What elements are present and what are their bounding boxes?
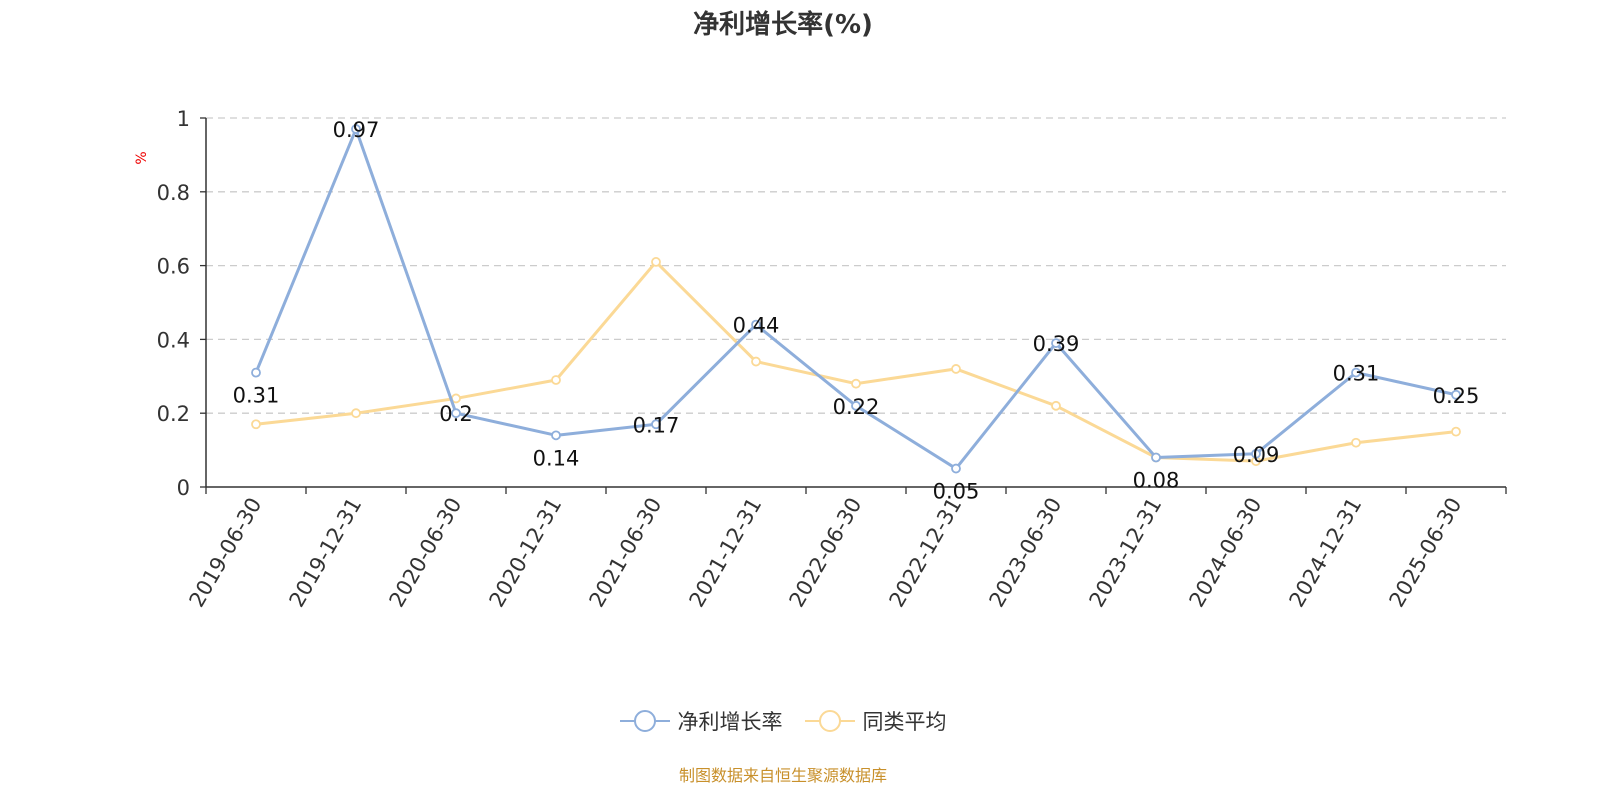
series-2-point[interactable]: [951, 364, 961, 374]
series-2-line: [255, 260, 1457, 463]
legend-label-series-1: 净利增长率: [677, 710, 783, 734]
series-2-point[interactable]: [1051, 400, 1061, 411]
data-label: 0.17: [633, 413, 680, 437]
y-axis-label: %: [134, 151, 150, 164]
series-1-point[interactable]: [1051, 338, 1061, 348]
y-tick-label: 0.2: [157, 402, 190, 426]
series-1-point[interactable]: [851, 400, 861, 411]
x-tick-label: 2019-12-31: [285, 494, 367, 612]
y-tick-label: 0.8: [157, 181, 190, 205]
data-label: 0.31: [233, 384, 280, 408]
data-label: 0.2: [439, 402, 472, 426]
x-tick-label: 2021-06-30: [585, 494, 667, 612]
chart-title: 净利增长率(%): [693, 10, 873, 40]
series-2-point[interactable]: [1351, 437, 1361, 448]
series-1-point[interactable]: [1151, 452, 1161, 463]
series-1-point[interactable]: [951, 463, 961, 474]
data-label: 0.25: [1433, 384, 1480, 408]
legend-label-series-2: 同类平均: [862, 710, 947, 734]
legend-marker-series-2-icon: [804, 710, 855, 732]
series-1-point[interactable]: [1251, 448, 1261, 459]
x-tick-label: 2020-12-31: [485, 494, 567, 612]
y-tick-label: 0.6: [157, 255, 190, 279]
y-tick-label: 1: [177, 107, 190, 131]
data-label: 0.39: [1033, 332, 1080, 356]
x-tick-label: 2023-12-31: [1085, 494, 1167, 612]
series-1-point[interactable]: [251, 367, 261, 378]
legend: 净利增长率 同类平均: [0, 706, 1566, 736]
data-label: 0.14: [533, 446, 580, 470]
data-label: 0.05: [933, 480, 980, 504]
data-label: 0.44: [733, 314, 780, 338]
series-1-point[interactable]: [451, 408, 461, 419]
legend-item-series-2[interactable]: 同类平均: [804, 706, 947, 736]
series-1-point[interactable]: [551, 430, 561, 441]
series-2-point[interactable]: [851, 378, 861, 389]
line-chart: 00.20.40.60.81%2019-06-30 2019-12-31 2020-…: [134, 107, 1507, 612]
x-tick-label: 2025-06-30: [1385, 494, 1467, 612]
series-2-point[interactable]: [251, 419, 261, 430]
series-2-point[interactable]: [551, 375, 561, 385]
y-tick-label: 0: [177, 476, 190, 500]
series-1-point[interactable]: [651, 419, 661, 430]
y-tick-label: 0.4: [157, 328, 190, 352]
data-label: 0.31: [1333, 362, 1380, 386]
x-tick-label: 2024-12-31: [1285, 494, 1367, 612]
series-1-point[interactable]: [751, 319, 761, 330]
series-2-point[interactable]: [751, 356, 761, 367]
series-1-point[interactable]: [1351, 367, 1361, 378]
data-source-note: 制图数据来自恒生聚源数据库: [678, 766, 887, 785]
x-tick-label: 2023-06-30: [985, 494, 1067, 612]
x-tick-label: 2020-06-30: [385, 494, 467, 612]
series-2-point[interactable]: [351, 408, 361, 419]
x-tick-label: 2019-06-30: [185, 494, 267, 612]
series-1-point[interactable]: [1451, 389, 1461, 400]
series-2-point[interactable]: [651, 257, 661, 267]
x-tick-label: 2022-12-31: [885, 494, 967, 612]
data-label: 0.97: [333, 118, 380, 142]
legend-item-series-1[interactable]: 净利增长率: [619, 706, 783, 736]
x-tick-label: 2024-06-30: [1185, 494, 1267, 612]
data-label: 0.09: [1233, 443, 1280, 467]
series-1-point[interactable]: [351, 124, 361, 134]
x-tick-label: 2021-12-31: [685, 494, 767, 612]
data-label: 0.08: [1133, 468, 1180, 492]
series-2-point[interactable]: [1451, 426, 1461, 437]
data-label: 0.22: [833, 395, 880, 419]
x-tick-label: 2022-06-30: [785, 494, 867, 612]
legend-marker-series-1-icon: [619, 710, 670, 732]
